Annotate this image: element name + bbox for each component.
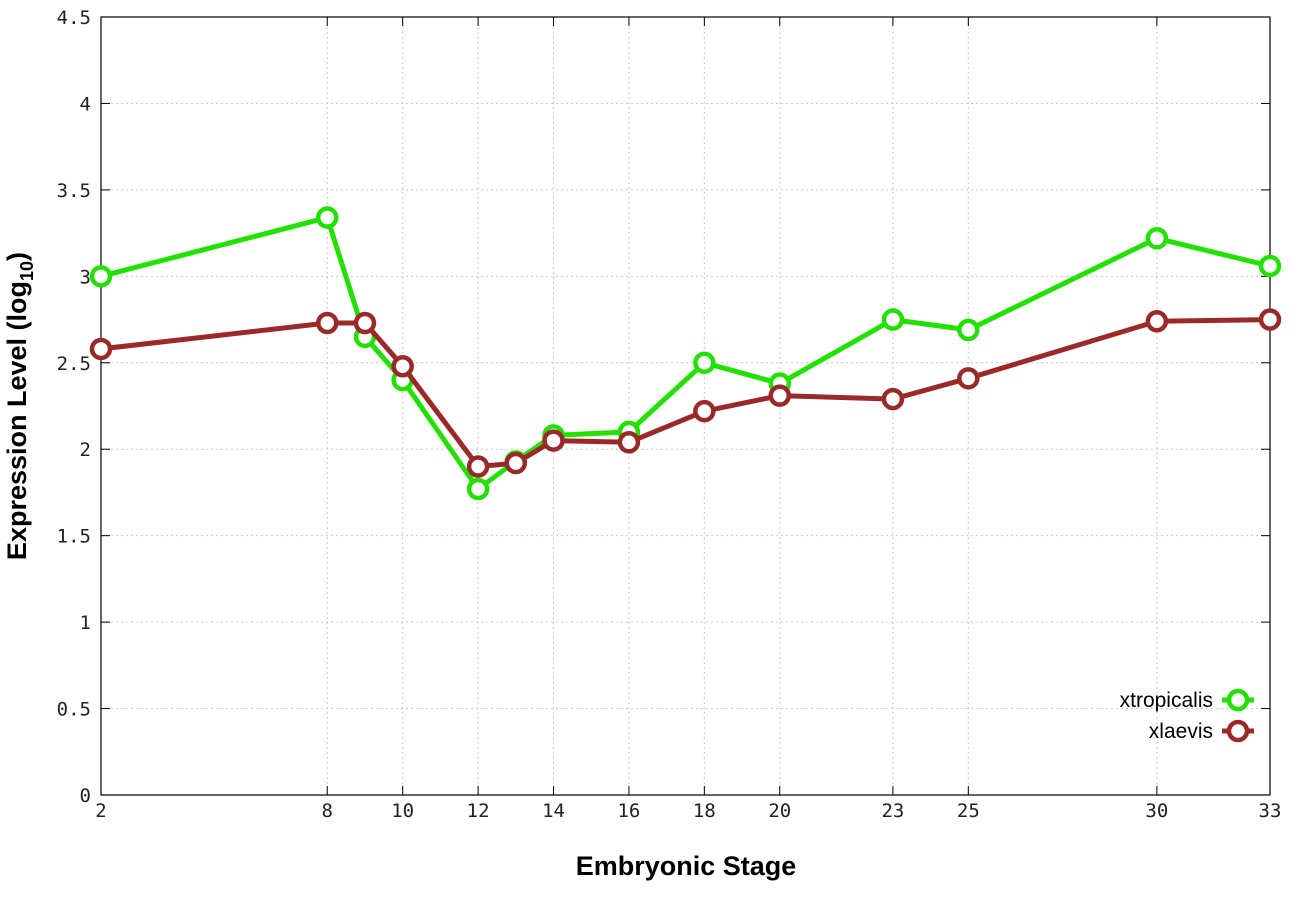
legend-label-xtropicalis: xtropicalis <box>1120 689 1213 712</box>
y-tick-label: 3 <box>80 266 91 288</box>
x-tick-label: 23 <box>881 800 904 822</box>
y-tick-label: 0.5 <box>57 699 91 721</box>
x-tick-label: 10 <box>391 800 414 822</box>
x-tick-label: 8 <box>322 800 333 822</box>
data-point-xtropicalis <box>316 206 339 229</box>
data-point-xtropicalis <box>1258 254 1282 278</box>
data-point-xlaevis <box>693 399 716 423</box>
data-point-xlaevis <box>89 337 113 361</box>
data-point-xlaevis <box>466 455 490 478</box>
y-tick-label: 2.5 <box>57 353 91 375</box>
data-point-xtropicalis <box>881 308 905 331</box>
y-axis-title-main: Expression Level (log <box>2 281 32 560</box>
data-point-xtropicalis <box>1145 227 1169 250</box>
y-tick-label: 4.5 <box>57 7 91 29</box>
ticks-layer: 0 0.5 1 1.5 2 2.5 3 3.5 4 4.5 2 8 10 12 14 16 18 20 23 25 30… <box>57 7 1282 822</box>
series-layer <box>89 206 1282 501</box>
y-tick-label: 0 <box>80 785 91 807</box>
x-tick-label: 12 <box>467 800 490 822</box>
x-tick-label: 30 <box>1145 800 1168 822</box>
data-point-xtropicalis <box>466 477 490 501</box>
y-axis-title-close: ) <box>2 252 32 261</box>
x-tick-label: 16 <box>617 800 640 822</box>
x-tick-label: 18 <box>693 800 716 822</box>
legend-label-xlaevis: xlaevis <box>1149 720 1213 743</box>
y-axis-title: Expression Level (log10) <box>2 252 37 560</box>
data-point-xlaevis <box>617 431 641 454</box>
data-point-xlaevis <box>1145 310 1169 333</box>
grid-layer <box>101 17 1270 795</box>
x-tick-label: 2 <box>95 800 106 822</box>
x-tick-label: 20 <box>768 800 791 822</box>
data-point-xlaevis <box>542 429 565 452</box>
x-tick-label: 25 <box>957 800 980 822</box>
legend-marker-xlaevis <box>1226 719 1250 743</box>
data-point-xlaevis <box>768 384 792 407</box>
data-point-xtropicalis <box>693 351 716 375</box>
y-tick-label: 3.5 <box>57 180 91 202</box>
plot-frame <box>100 16 1271 796</box>
data-point-xlaevis <box>1258 308 1282 331</box>
legend: xtropicalis xlaevis <box>1120 688 1254 743</box>
series-line-xlaevis <box>98 317 1273 469</box>
data-point-xlaevis <box>881 387 905 411</box>
data-point-xlaevis <box>316 311 339 335</box>
x-tick-label: 14 <box>542 800 565 822</box>
y-tick-label: 1 <box>80 612 91 634</box>
data-point-xlaevis <box>504 451 528 475</box>
data-point-xtropicalis <box>957 318 980 342</box>
y-tick-label: 4 <box>80 93 91 115</box>
data-point-xtropicalis <box>89 265 113 288</box>
data-point-xlaevis <box>391 354 414 378</box>
x-tick-label: 33 <box>1259 800 1282 822</box>
series-line-xtropicalis <box>98 215 1273 492</box>
y-tick-label: 2 <box>80 439 91 461</box>
y-axis-title-subscript: 10 <box>17 261 37 281</box>
data-point-xlaevis <box>353 311 377 335</box>
x-axis-title: Embryonic Stage <box>576 851 797 881</box>
y-tick-label: 1.5 <box>57 526 91 548</box>
legend-marker-xtropicalis <box>1226 688 1250 712</box>
data-point-xlaevis <box>957 367 980 390</box>
